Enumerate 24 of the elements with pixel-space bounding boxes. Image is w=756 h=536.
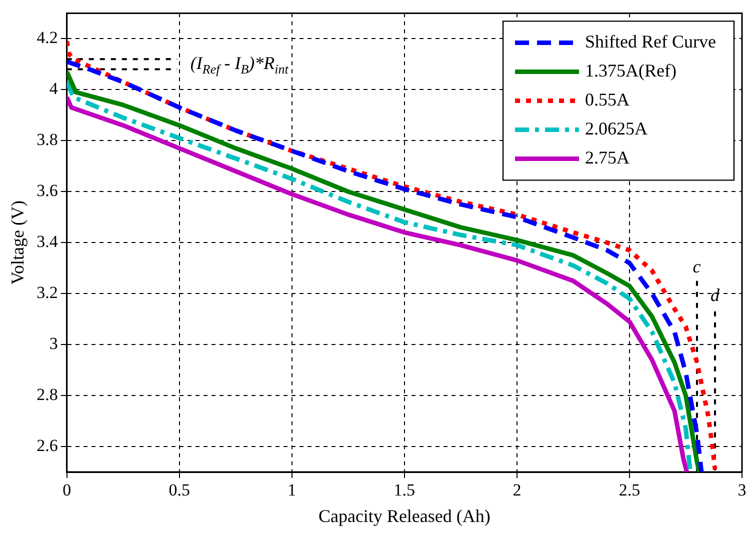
annotation: c [692,256,701,277]
legend-label: 2.0625A [585,118,648,138]
legend-label: Shifted Ref Curve [585,31,716,52]
y-tick-label: 2.8 [36,385,58,404]
y-tick-label: 3 [49,334,58,354]
y-tick-label: 3.8 [36,130,58,150]
y-tick-label: 4.2 [36,28,58,48]
x-tick-label: 0.5 [168,480,190,500]
x-tick-label: 2 [512,480,522,500]
x-tick-label: 3 [738,480,746,500]
x-tick-label: 0 [62,480,72,500]
x-axis-title: Capacity Released (Ah) [318,506,490,526]
legend-label: 2.75A [585,147,630,168]
legend-label: 0.55A [585,89,630,110]
y-tick-label: 2.6 [36,436,58,455]
x-tick-label: 1 [288,480,296,500]
x-tick-label: 1.5 [394,480,416,500]
y-tick-label: 4 [49,79,58,98]
x-tick-label: 2.5 [618,480,640,500]
y-tick-label: 3.4 [36,232,58,252]
y-tick-label: 3.2 [36,283,58,302]
y-tick-label: 3.6 [36,181,58,200]
legend-label: 1.375A(Ref) [585,60,677,80]
y-axis-title: Voltage (V) [8,200,28,285]
